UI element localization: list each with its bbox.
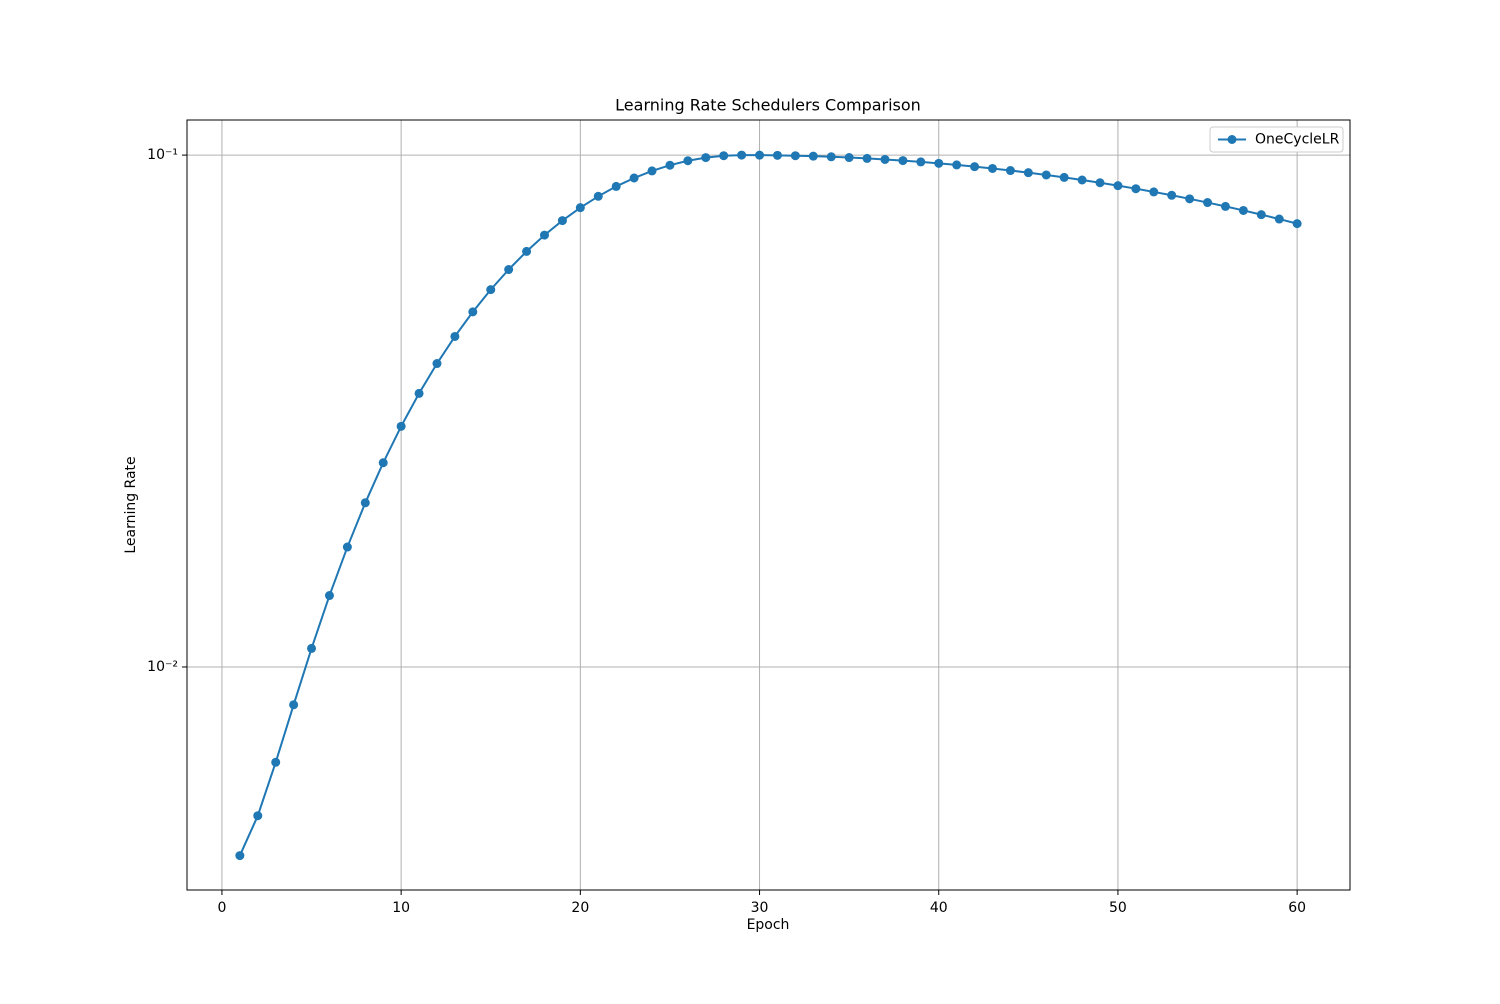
marker [378, 458, 388, 468]
marker [647, 166, 657, 176]
marker [952, 160, 962, 170]
marker [522, 246, 532, 256]
marker [253, 811, 263, 821]
plot-frame [186, 119, 1351, 891]
marker [611, 181, 621, 191]
marker [1041, 170, 1051, 180]
marker [1077, 175, 1087, 185]
marker [540, 230, 550, 240]
marker [557, 216, 567, 226]
marker [307, 643, 317, 653]
marker [1095, 178, 1105, 188]
marker [755, 150, 765, 160]
marker [898, 156, 908, 166]
x-tick-label: 50 [1109, 900, 1127, 916]
marker [1167, 190, 1177, 200]
marker [271, 757, 281, 767]
marker [486, 285, 496, 295]
marker [934, 158, 944, 168]
marker [701, 153, 711, 163]
marker [1292, 219, 1302, 229]
legend-box [1209, 126, 1344, 153]
marker [1023, 168, 1033, 178]
marker [468, 307, 478, 317]
marker [880, 154, 890, 164]
legend-label: OneCycleLR [1255, 132, 1340, 148]
marker [970, 162, 980, 172]
marker [772, 150, 782, 160]
marker [593, 191, 603, 201]
marker [324, 591, 334, 601]
marker [1005, 166, 1015, 176]
marker [235, 851, 245, 861]
marker [342, 542, 352, 552]
marker [1059, 172, 1069, 182]
x-tick-label: 30 [751, 900, 769, 916]
marker [1113, 181, 1123, 191]
marker [790, 151, 800, 161]
x-tick-label: 60 [1288, 900, 1306, 916]
marker [1238, 205, 1248, 215]
y-tick-label: 10⁻¹ [147, 147, 178, 163]
marker [629, 173, 639, 183]
legend-marker [1227, 135, 1237, 144]
chart-title: Learning Rate Schedulers Comparison [615, 96, 921, 115]
marker [360, 498, 370, 508]
marker [808, 151, 818, 161]
marker [826, 152, 836, 162]
marker [1203, 198, 1213, 208]
marker [289, 700, 299, 710]
marker [396, 421, 406, 431]
x-axis-label: Epoch [747, 917, 790, 933]
marker [450, 331, 460, 341]
marker [1131, 184, 1141, 194]
marker [844, 153, 854, 163]
marker [737, 150, 747, 160]
marker [504, 265, 514, 275]
y-axis-label: Learning Rate [123, 456, 139, 553]
marker [1185, 194, 1195, 204]
marker [683, 156, 693, 166]
marker [1149, 187, 1159, 197]
marker [575, 203, 585, 213]
y-tick-label: 10⁻² [147, 659, 178, 675]
marker [987, 163, 997, 173]
marker [1256, 210, 1266, 220]
marker [719, 151, 729, 161]
marker [916, 157, 926, 167]
marker [1220, 201, 1230, 211]
x-tick-label: 0 [217, 900, 226, 916]
marker [432, 359, 442, 369]
x-tick-label: 40 [930, 900, 948, 916]
x-tick-label: 20 [571, 900, 589, 916]
marker [414, 388, 424, 398]
marker [665, 160, 675, 170]
marker [862, 153, 872, 163]
marker [1274, 214, 1284, 224]
x-tick-label: 10 [392, 900, 410, 916]
